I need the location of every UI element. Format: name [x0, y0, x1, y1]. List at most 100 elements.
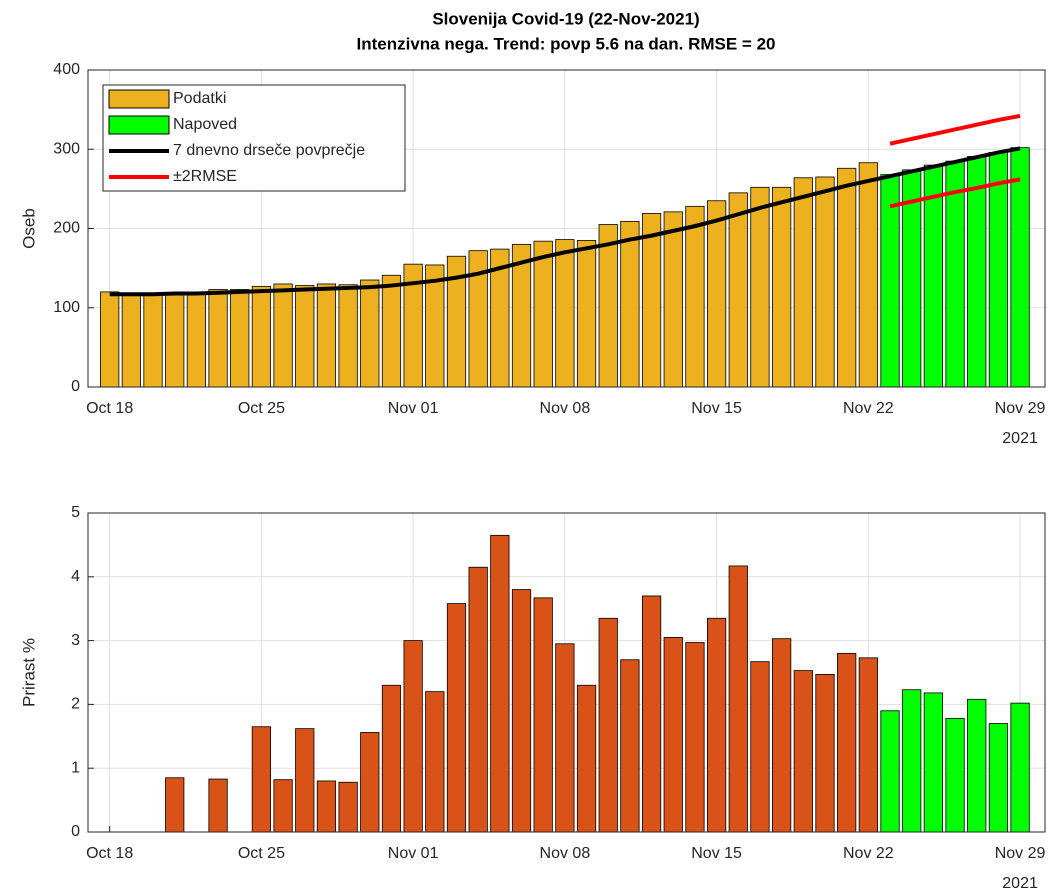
bar: [880, 710, 900, 833]
line: [889, 177, 1021, 209]
bar: [815, 674, 835, 833]
bar: [706, 617, 727, 833]
bar: [598, 617, 618, 833]
legend-label: Podatki: [173, 90, 226, 107]
bar: [403, 640, 423, 833]
axes-box: [87, 512, 1046, 833]
bar: [251, 285, 272, 388]
chart-title: Slovenija Covid-19 (22-Nov-2021): [432, 9, 699, 28]
x-tick-label: Nov 29: [995, 845, 1046, 862]
legend-label: 7 dnevno drseče povprečje: [173, 142, 365, 159]
axes-box: [87, 69, 1046, 388]
y-tick-label: 4: [71, 568, 80, 585]
bar: [230, 289, 250, 388]
y-tick-label: 400: [53, 61, 80, 78]
y-axis-label: Oseb: [19, 208, 38, 249]
x-tick-label: Nov 15: [691, 400, 742, 417]
bar: [208, 778, 228, 833]
y-tick-label: 1: [71, 759, 80, 776]
x-tick-label: Nov 01: [388, 845, 439, 862]
bar: [967, 698, 987, 833]
x-tick-label: Nov 22: [843, 845, 894, 862]
y-tick-label: 200: [53, 220, 80, 237]
x-tick-label: Oct 25: [238, 845, 285, 862]
bar: [338, 284, 358, 388]
bar: [533, 240, 553, 388]
bar: [685, 642, 705, 833]
bar: [706, 200, 727, 388]
bar: [988, 152, 1009, 388]
bar: [837, 652, 857, 833]
bar: [620, 220, 640, 388]
bar: [598, 224, 618, 388]
legend-label: ±2RMSE: [173, 168, 237, 185]
y-tick-label: 2: [71, 696, 80, 713]
bar: [381, 274, 402, 388]
bar: [316, 780, 337, 833]
y-tick-label: 300: [53, 140, 80, 157]
bar: [165, 777, 185, 833]
y-tick-label: 100: [53, 299, 80, 316]
bar: [728, 192, 748, 388]
bar: [316, 283, 337, 388]
bar: [425, 691, 445, 833]
bar: [750, 186, 770, 388]
bar: [338, 781, 358, 833]
bar: [446, 603, 467, 833]
bar: [381, 684, 402, 833]
x-tick-label: Nov 01: [388, 400, 439, 417]
x-tick-label: Oct 18: [86, 845, 133, 862]
bar: [837, 167, 857, 388]
bar: [295, 728, 315, 833]
bar: [663, 211, 683, 388]
bar: [555, 643, 575, 833]
y-tick-label: 5: [71, 504, 80, 521]
x-year-label: 2021: [1002, 430, 1038, 447]
bar: [945, 718, 965, 833]
x-tick-label: Nov 15: [691, 845, 742, 862]
bar: [1010, 702, 1030, 833]
bar: [620, 659, 640, 833]
bar: [208, 289, 228, 388]
y-axis-label: Prirast %: [19, 638, 38, 707]
bar: [576, 239, 597, 388]
bar: [165, 293, 185, 388]
x-year-label: 2021: [1002, 875, 1038, 890]
bar: [273, 283, 293, 388]
bar: [555, 239, 575, 388]
bar: [186, 293, 206, 388]
bar: [641, 595, 662, 833]
bar: [902, 689, 922, 833]
x-tick-label: Nov 08: [540, 400, 591, 417]
legend-swatch: [108, 89, 170, 109]
bar: [251, 726, 272, 833]
x-tick-label: Nov 08: [540, 845, 591, 862]
bar: [100, 291, 120, 388]
bar: [728, 565, 748, 833]
bar: [273, 779, 293, 833]
bar: [641, 213, 662, 388]
bar: [295, 285, 315, 388]
bar: [663, 637, 683, 833]
bar: [858, 657, 878, 833]
bar: [685, 205, 705, 388]
legend-label: Napoved: [173, 116, 237, 133]
bar: [772, 186, 792, 388]
bar: [360, 732, 380, 833]
x-tick-label: Nov 22: [843, 400, 894, 417]
bar: [988, 723, 1009, 833]
bar: [923, 692, 943, 833]
bar: [143, 293, 163, 388]
bar: [750, 661, 770, 833]
bar: [511, 589, 532, 833]
bar: [772, 638, 792, 833]
bar: [1010, 147, 1030, 388]
bar: [360, 279, 380, 388]
bar: [815, 176, 835, 388]
line: [889, 113, 1021, 146]
bar: [468, 566, 488, 833]
bar: [121, 293, 141, 388]
x-tick-label: Oct 25: [238, 400, 285, 417]
x-tick-label: Nov 29: [995, 400, 1046, 417]
